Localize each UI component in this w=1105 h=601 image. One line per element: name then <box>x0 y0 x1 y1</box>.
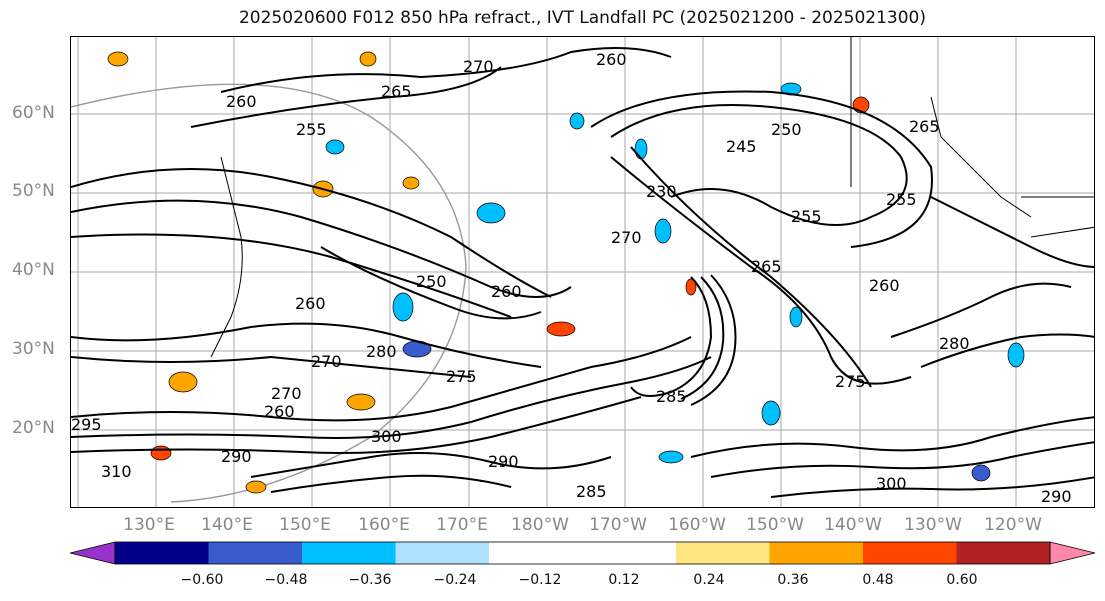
colorbar-segment <box>208 542 303 564</box>
colorbar-segment <box>115 542 209 564</box>
figure-title: 2025020600 F012 850 hPa refract., IVT La… <box>238 8 926 28</box>
lat-label-40n: 40°N <box>12 260 55 280</box>
map-panel: 270 260 265 260 255 250 245 265 255 230 … <box>70 36 1095 508</box>
colorbar-segment <box>302 542 396 564</box>
contour-label: 290 <box>488 452 519 471</box>
contour-label: 230 <box>646 182 677 201</box>
colorbar-tick: −0.24 <box>433 572 477 588</box>
colorbar-tick: 0.48 <box>862 572 894 588</box>
contour-label: 290 <box>221 447 252 466</box>
contour-label: 255 <box>886 190 917 209</box>
lat-label-30n: 30°N <box>12 339 55 359</box>
contour-label: 285 <box>656 387 687 406</box>
contour-label: 270 <box>611 228 642 247</box>
colorbar-segment <box>395 542 490 564</box>
lon-label-140w: 140°W <box>824 515 882 535</box>
contour-label: 270 <box>271 384 302 403</box>
contour-label: 255 <box>296 120 327 139</box>
colorbar-segment <box>956 542 1051 564</box>
colorbar-outline <box>114 541 1051 565</box>
lon-label-150e: 150°E <box>279 515 331 535</box>
lon-label-180w: 180°W <box>511 515 569 535</box>
contour-label: 250 <box>771 120 802 139</box>
colorbar-segments <box>70 541 1096 565</box>
contour-label: 260 <box>226 92 257 111</box>
lon-label-170w: 170°W <box>589 515 647 535</box>
contour-label: 260 <box>491 282 522 301</box>
lat-label-60n: 60°N <box>12 103 55 123</box>
contour-label: 260 <box>264 402 295 421</box>
contour-label: 265 <box>751 257 782 276</box>
contour-label: 300 <box>371 427 402 446</box>
contour-label: 280 <box>366 342 397 361</box>
contour-label: 245 <box>726 137 757 156</box>
colorbar-tick: 0.12 <box>608 572 640 588</box>
colorbar-segment <box>676 542 770 564</box>
contour-label-group: 270 260 265 260 255 250 245 265 255 230 … <box>71 50 1072 506</box>
contour-label: 290 <box>1041 487 1072 506</box>
contour-label: 300 <box>876 474 907 493</box>
lon-label-150w: 150°W <box>746 515 804 535</box>
colorbar-segment <box>769 542 864 564</box>
lon-label-160e: 160°E <box>358 515 410 535</box>
contour-label: 255 <box>791 207 822 226</box>
outline-arc <box>71 83 467 503</box>
colorbar <box>70 541 1096 565</box>
map-canvas: 270 260 265 260 255 250 245 265 255 230 … <box>71 37 1094 507</box>
contour-label: 310 <box>101 462 132 481</box>
contour-label: 270 <box>463 57 494 76</box>
contour-label: 260 <box>596 50 627 69</box>
colorbar-segment <box>489 542 583 564</box>
colorbar-segment <box>582 542 677 564</box>
lon-label-140e: 140°E <box>201 515 253 535</box>
contour-label: 275 <box>835 372 866 391</box>
contour-label: 260 <box>869 276 900 295</box>
contour-lines <box>71 47 1094 498</box>
colorbar-tick: −0.60 <box>180 572 224 588</box>
contour-label: 280 <box>939 334 970 353</box>
contour-label: 295 <box>71 415 102 434</box>
contour-label: 270 <box>311 352 342 371</box>
lat-label-50n: 50°N <box>12 181 55 201</box>
colorbar-arrow-left <box>70 541 116 565</box>
contour-label: 275 <box>446 367 477 386</box>
contour-label: 250 <box>416 272 447 291</box>
lat-label-20n: 20°N <box>12 418 55 438</box>
colorbar-tick: 0.36 <box>777 572 809 588</box>
colorbar-tick: 0.24 <box>693 572 725 588</box>
lon-label-170e: 170°E <box>436 515 488 535</box>
lon-label-160w: 160°W <box>668 515 726 535</box>
coastlines <box>210 37 1094 358</box>
colorbar-tick: −0.12 <box>518 572 562 588</box>
anomaly-patches <box>107 51 1025 494</box>
contour-label: 260 <box>295 294 326 313</box>
colorbar-tick: 0.60 <box>946 572 978 588</box>
lon-label-130w: 130°W <box>904 515 962 535</box>
colorbar-segment <box>863 542 957 564</box>
contour-label: 265 <box>909 117 940 136</box>
contour-label: 265 <box>381 82 412 101</box>
contour-label: 285 <box>576 482 607 501</box>
lon-label-120w: 120°W <box>984 515 1042 535</box>
colorbar-tick: −0.48 <box>264 572 308 588</box>
graticule <box>71 37 1094 507</box>
colorbar-arrow-right <box>1049 541 1096 565</box>
lon-label-130e: 130°E <box>123 515 175 535</box>
colorbar-tick: −0.36 <box>348 572 392 588</box>
